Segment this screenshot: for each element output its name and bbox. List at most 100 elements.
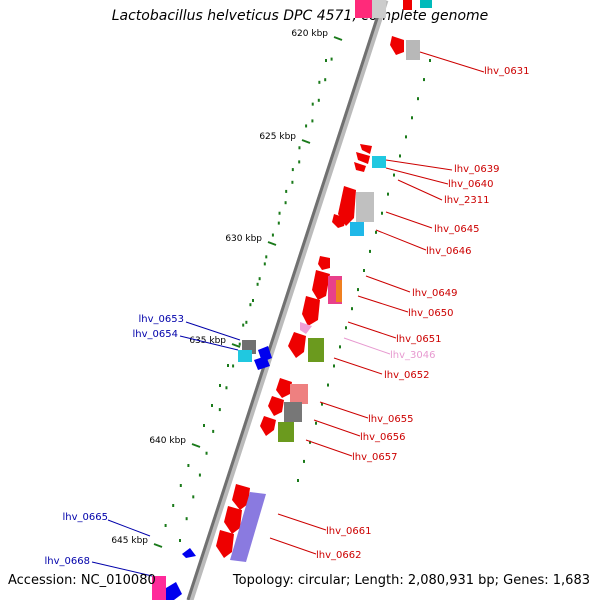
guide-tick: [411, 116, 413, 120]
guide-tick: [325, 59, 327, 62]
guide-tick: [311, 102, 314, 106]
gene-label[interactable]: lhv_0654: [133, 329, 178, 340]
gene-block[interactable]: [238, 350, 252, 362]
gene-label[interactable]: lhv_0640: [448, 179, 493, 190]
gene-arrow[interactable]: [224, 506, 242, 534]
gene-arrow[interactable]: [302, 296, 320, 326]
gene-block[interactable]: [290, 384, 308, 404]
gene-label[interactable]: lhv_0650: [408, 308, 453, 319]
gene-label[interactable]: lhv_0631: [484, 66, 529, 77]
gene-label[interactable]: lhv_0646: [426, 246, 471, 257]
major-tick: [153, 543, 163, 548]
guide-tick: [225, 386, 228, 390]
gene-arrow[interactable]: [182, 548, 196, 558]
guide-tick: [429, 59, 431, 62]
gene-label[interactable]: lhv_0662: [316, 550, 361, 561]
gene-block[interactable]: [230, 492, 266, 562]
major-tick: [301, 139, 311, 144]
guide-tick: [305, 124, 308, 128]
gene-arrow[interactable]: [390, 36, 404, 55]
gene-block[interactable]: [372, 0, 386, 18]
gene-arrow[interactable]: [356, 152, 370, 164]
guide-tick: [363, 269, 365, 272]
gene-arrow[interactable]: [338, 186, 356, 226]
guide-tick: [318, 80, 321, 84]
guide-tick: [185, 517, 188, 521]
minor-tick: [298, 160, 301, 164]
guide-tick: [315, 421, 317, 425]
gene-label[interactable]: lhv_0653: [139, 314, 184, 325]
gene-arrow[interactable]: [403, 0, 412, 10]
guide-tick: [245, 320, 248, 324]
minor-tick: [311, 119, 314, 123]
minor-tick: [187, 464, 190, 467]
gene-block[interactable]: [152, 576, 166, 600]
gene-label[interactable]: lhv_0639: [454, 164, 499, 175]
gene-label[interactable]: lhv_0645: [434, 224, 479, 235]
gene-arrow[interactable]: [332, 214, 346, 228]
gene-label[interactable]: lhv_2311: [444, 195, 489, 206]
gene-arrow[interactable]: [354, 162, 366, 172]
gene-label[interactable]: lhv_0656: [360, 432, 405, 443]
minor-tick: [219, 384, 221, 387]
gene-block[interactable]: [336, 280, 342, 302]
gene-label-pseudo[interactable]: lhv_3046: [390, 350, 435, 361]
gene-arrow[interactable]: [276, 378, 292, 398]
minor-tick: [172, 504, 175, 507]
guide-tick: [205, 451, 208, 455]
gene-arrow[interactable]: [268, 396, 284, 416]
gene-label[interactable]: lhv_0655: [368, 414, 413, 425]
guide-tick: [291, 168, 294, 172]
guide-tick: [375, 230, 377, 234]
gene-block[interactable]: [355, 0, 373, 18]
guide-tick: [357, 288, 359, 292]
gene-arrow[interactable]: [318, 256, 330, 270]
minor-tick: [242, 323, 245, 327]
gene-arrow[interactable]: [300, 322, 312, 334]
guide-tick: [423, 78, 425, 82]
guide-tick: [405, 135, 407, 139]
gene-arrow[interactable]: [360, 144, 372, 154]
gene-block[interactable]: [350, 222, 364, 236]
minor-tick: [164, 524, 167, 527]
gene-arrow[interactable]: [216, 530, 234, 558]
gene-arrow[interactable]: [312, 270, 330, 300]
gene-block[interactable]: [308, 338, 324, 362]
gene-label[interactable]: lhv_0668: [45, 556, 90, 567]
guide-tick: [369, 249, 371, 253]
gene-label[interactable]: lhv_0665: [63, 512, 108, 523]
gene-block[interactable]: [278, 422, 294, 442]
gene-labels-right: lhv_0631 lhv_0639 lhv_0640 lhv_2311 lhv_…: [316, 66, 529, 561]
guide-tick: [238, 342, 241, 346]
gene-block[interactable]: [372, 156, 386, 168]
minor-tick: [284, 201, 287, 205]
scale-labels: 620 kbp 625 kbp 630 kbp 635 kbp 640 kbp 645 k…: [111, 29, 328, 546]
gene-arrow[interactable]: [232, 484, 250, 510]
minor-tick: [256, 282, 259, 286]
gene-arrow[interactable]: [288, 332, 306, 358]
gene-label[interactable]: lhv_0657: [352, 452, 397, 463]
gene-arrow[interactable]: [254, 356, 270, 370]
minor-tick: [317, 98, 320, 102]
guide-tick: [333, 364, 335, 368]
reverse-features: [152, 340, 272, 600]
gene-label[interactable]: lhv_0661: [326, 526, 371, 537]
gene-arrow[interactable]: [260, 416, 276, 436]
gene-label[interactable]: lhv_0649: [412, 288, 457, 299]
scale-label: 625 kbp: [259, 132, 296, 142]
gene-block[interactable]: [284, 402, 302, 422]
gene-label[interactable]: lhv_0651: [396, 334, 441, 345]
guide-tick: [303, 459, 305, 463]
gene-label[interactable]: lhv_0652: [384, 370, 429, 381]
guide-tick: [381, 211, 383, 215]
guide-tick: [393, 173, 395, 177]
gene-labels-left: lhv_0653 lhv_0654 lhv_0665 lhv_0668: [45, 314, 184, 567]
gene-block[interactable]: [420, 0, 432, 8]
gene-block[interactable]: [356, 192, 374, 222]
gene-block[interactable]: [406, 40, 420, 60]
scale-ticks: [153, 36, 431, 548]
gene-arrow[interactable]: [166, 582, 182, 600]
leader-lines: [91, 51, 485, 577]
guide-tick: [345, 326, 347, 330]
